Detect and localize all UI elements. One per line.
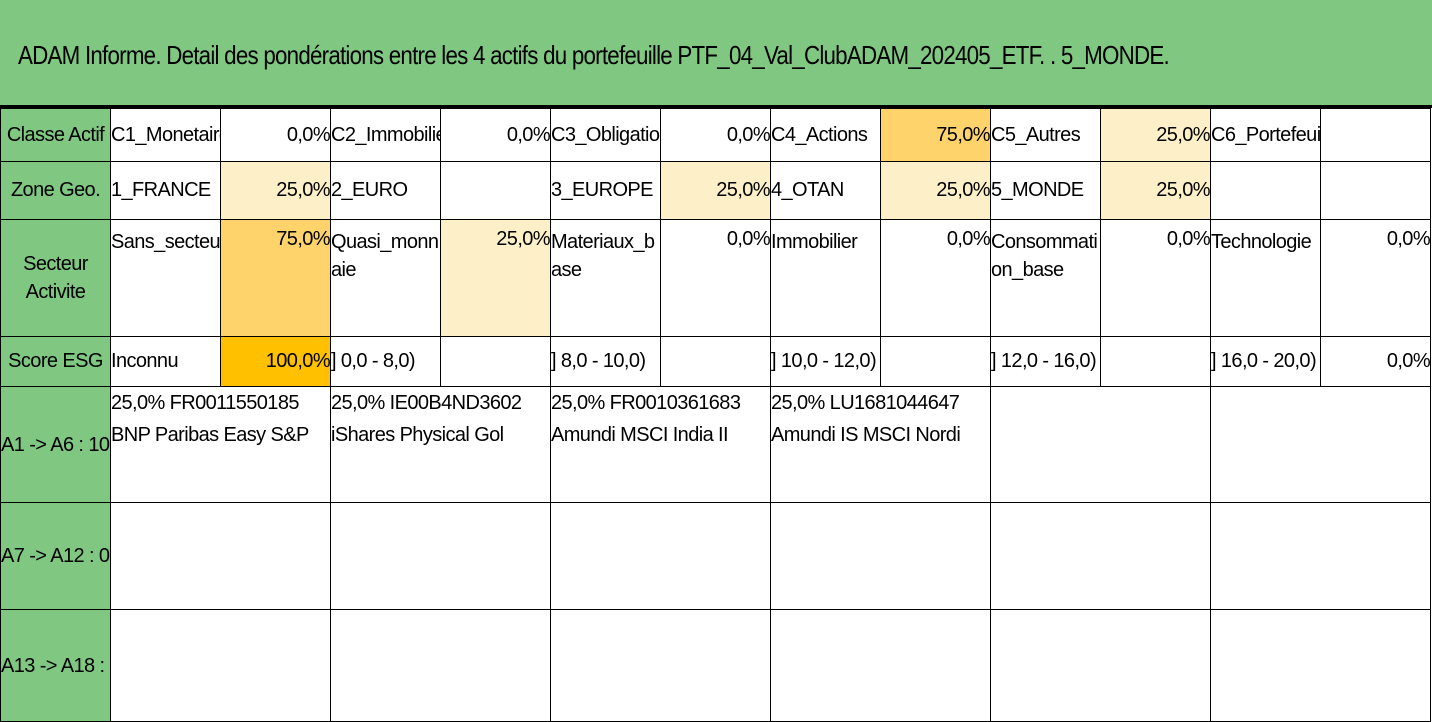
asset-cell-a12[interactable]: [1210, 502, 1431, 610]
cell-value-secteur-4[interactable]: 0,0%: [880, 219, 991, 337]
asset-group-header-a13-a18[interactable]: A13 -> A18 : 0,0%: [0, 609, 111, 722]
cell-label-c1[interactable]: C1_Monetaire: [110, 108, 221, 162]
asset-group-header-a1-a6[interactable]: A1 -> A6 : 100,0%: [0, 386, 111, 503]
cell-value-zone-6[interactable]: [1320, 161, 1431, 220]
row-secteur-activite: Secteur Activite Sans_secteur 75,0% Quas…: [0, 219, 1431, 337]
cell-value-c4[interactable]: 75,0%: [880, 108, 991, 162]
cell-value-zone-5[interactable]: 25,0%: [1100, 161, 1211, 220]
cell-value-esg-1[interactable]: 100,0%: [220, 336, 331, 387]
asset-cell-a13[interactable]: [110, 609, 331, 722]
cell-label-esg-4[interactable]: ] 10,0 - 12,0): [770, 336, 881, 387]
cell-label-esg-5[interactable]: ] 12,0 - 16,0): [990, 336, 1101, 387]
asset-group-header-a7-a12[interactable]: A7 -> A12 : 0,0%: [0, 502, 111, 610]
cell-label-c3[interactable]: C3_Obligations: [550, 108, 661, 162]
cell-value-c6[interactable]: [1320, 108, 1431, 162]
cell-value-zone-4[interactable]: 25,0%: [880, 161, 991, 220]
cell-label-secteur-6[interactable]: Technologie: [1210, 219, 1321, 337]
row-header-classe-actif[interactable]: Classe Actif: [0, 108, 111, 162]
cell-value-c5[interactable]: 25,0%: [1100, 108, 1211, 162]
cell-label-zone-3[interactable]: 3_EUROPE: [550, 161, 661, 220]
row-header-secteur-activite[interactable]: Secteur Activite: [0, 219, 111, 337]
asset-a3-weight-isin: 25,0% FR0010361683: [551, 392, 741, 414]
asset-cell-a2[interactable]: 25,0% IE00B4ND3602 iShares Physical Gol: [330, 386, 551, 503]
cell-label-esg-1[interactable]: Inconnu: [110, 336, 221, 387]
cell-label-secteur-5[interactable]: Consommati on_base: [990, 219, 1101, 337]
asset-cell-a15[interactable]: [550, 609, 771, 722]
asset-cell-a9[interactable]: [550, 502, 771, 610]
cell-label-esg-2[interactable]: ] 0,0 - 8,0): [330, 336, 441, 387]
row-assets-a13-a18: A13 -> A18 : 0,0%: [0, 609, 1431, 722]
asset-a1-name: BNP Paribas Easy S&P: [111, 424, 310, 446]
asset-cell-a18[interactable]: [1210, 609, 1431, 722]
cell-label-zone-1[interactable]: 1_FRANCE: [110, 161, 221, 220]
cell-label-secteur-2[interactable]: Quasi_monn aie: [330, 219, 441, 337]
cell-label-esg-3[interactable]: ] 8,0 - 10,0): [550, 336, 661, 387]
cell-value-c2[interactable]: 0,0%: [440, 108, 551, 162]
row-classe-actif: Classe Actif C1_Monetaire 0,0% C2_Immobi…: [0, 108, 1431, 162]
row-assets-a7-a12: A7 -> A12 : 0,0%: [0, 502, 1431, 610]
cell-label-esg-6[interactable]: ] 16,0 - 20,0): [1210, 336, 1321, 387]
row-score-esg: Score ESG Inconnu 100,0% ] 0,0 - 8,0) ] …: [0, 336, 1431, 387]
cell-value-esg-2[interactable]: [440, 336, 551, 387]
weights-table: Classe Actif C1_Monetaire 0,0% C2_Immobi…: [0, 108, 1431, 722]
asset-a3-name: Amundi MSCI India II: [551, 424, 729, 446]
asset-a4-name: Amundi IS MSCI Nordi: [771, 424, 961, 446]
asset-cell-a4[interactable]: 25,0% LU1681044647 Amundi IS MSCI Nordi: [770, 386, 991, 503]
cell-label-zone-5[interactable]: 5_MONDE: [990, 161, 1101, 220]
cell-value-secteur-3[interactable]: 0,0%: [660, 219, 771, 337]
asset-a2-weight-isin: 25,0% IE00B4ND3602: [331, 392, 523, 414]
cell-value-esg-4[interactable]: [880, 336, 991, 387]
row-assets-a1-a6: A1 -> A6 : 100,0% 25,0% FR0011550185 BNP…: [0, 386, 1431, 503]
cell-value-secteur-2[interactable]: 25,0%: [440, 219, 551, 337]
row-header-score-esg[interactable]: Score ESG: [0, 336, 111, 387]
cell-value-c1[interactable]: 0,0%: [220, 108, 331, 162]
cell-value-zone-1[interactable]: 25,0%: [220, 161, 331, 220]
row-header-zone-geo[interactable]: Zone Geo.: [0, 161, 111, 220]
cell-value-esg-3[interactable]: [660, 336, 771, 387]
cell-label-c2[interactable]: C2_Immobilier: [330, 108, 441, 162]
title-bar: ADAM Informe. Detail des pondérations en…: [0, 0, 1432, 108]
cell-value-esg-6[interactable]: 0,0%: [1320, 336, 1431, 387]
cell-label-c4[interactable]: C4_Actions: [770, 108, 881, 162]
cell-label-secteur-3[interactable]: Materiaux_b ase: [550, 219, 661, 337]
cell-label-c6[interactable]: C6_Portefeuill: [1210, 108, 1321, 162]
cell-value-zone-3[interactable]: 25,0%: [660, 161, 771, 220]
row-header-secteur-line2: Activite: [25, 281, 86, 303]
cell-label-zone-6[interactable]: [1210, 161, 1321, 220]
report-title: ADAM Informe. Detail des pondérations en…: [18, 40, 1170, 70]
asset-cell-a8[interactable]: [330, 502, 551, 610]
cell-label-zone-2[interactable]: 2_EURO: [330, 161, 441, 220]
cell-label-zone-4[interactable]: 4_OTAN: [770, 161, 881, 220]
asset-cell-a6[interactable]: [1210, 386, 1431, 503]
row-header-secteur-line1: Secteur: [23, 253, 88, 275]
asset-a1-weight-isin: 25,0% FR0011550185: [111, 392, 300, 414]
cell-value-secteur-1[interactable]: 75,0%: [220, 219, 331, 337]
cell-label-secteur-1[interactable]: Sans_secteur: [110, 219, 221, 337]
row-zone-geo: Zone Geo. 1_FRANCE 25,0% 2_EURO 3_EUROPE…: [0, 161, 1431, 220]
asset-cell-a7[interactable]: [110, 502, 331, 610]
cell-value-c3[interactable]: 0,0%: [660, 108, 771, 162]
asset-a2-name: iShares Physical Gol: [331, 424, 505, 446]
cell-value-secteur-5[interactable]: 0,0%: [1100, 219, 1211, 337]
asset-cell-a5[interactable]: [990, 386, 1211, 503]
asset-cell-a1[interactable]: 25,0% FR0011550185 BNP Paribas Easy S&P: [110, 386, 331, 503]
cell-value-esg-5[interactable]: [1100, 336, 1211, 387]
asset-cell-a14[interactable]: [330, 609, 551, 722]
cell-label-secteur-4[interactable]: Immobilier: [770, 219, 881, 337]
asset-cell-a17[interactable]: [990, 609, 1211, 722]
asset-cell-a16[interactable]: [770, 609, 991, 722]
cell-value-zone-2[interactable]: [440, 161, 551, 220]
asset-cell-a11[interactable]: [990, 502, 1211, 610]
cell-label-c5[interactable]: C5_Autres: [990, 108, 1101, 162]
asset-cell-a3[interactable]: 25,0% FR0010361683 Amundi MSCI India II: [550, 386, 771, 503]
asset-cell-a10[interactable]: [770, 502, 991, 610]
cell-value-secteur-6[interactable]: 0,0%: [1320, 219, 1431, 337]
asset-a4-weight-isin: 25,0% LU1681044647: [771, 392, 960, 414]
